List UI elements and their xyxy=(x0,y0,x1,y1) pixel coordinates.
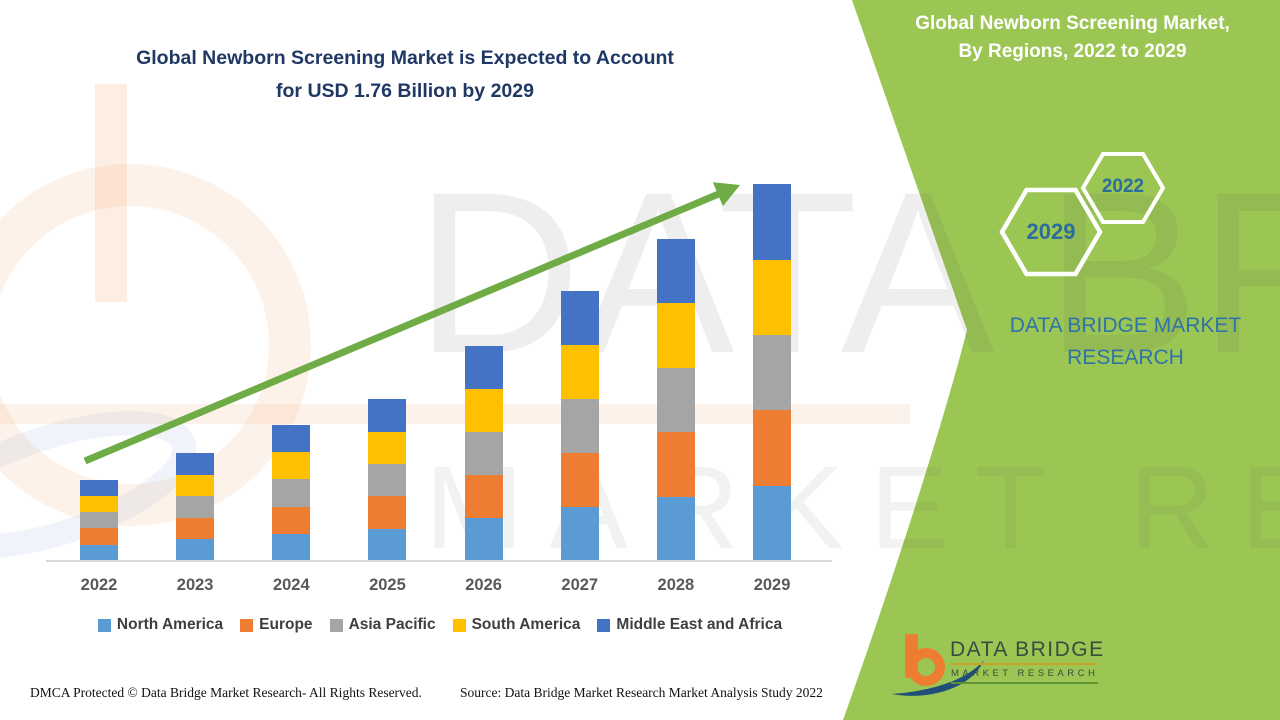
bar-segment-north-america xyxy=(560,507,599,561)
main-title: Global Newborn Screening Market is Expec… xyxy=(40,42,770,108)
bar-segment-south-america xyxy=(176,474,215,497)
bar-segment-asia-pacific xyxy=(753,335,792,411)
legend-item: South America xyxy=(452,616,581,634)
bar-segment-europe xyxy=(176,517,215,540)
bar-segment-asia-pacific xyxy=(368,464,407,497)
bar-segment-north-america xyxy=(176,539,215,561)
bar-segment-south-america xyxy=(464,388,503,432)
brand-name-line1: DATA BRIDGE MARKET xyxy=(1009,314,1242,337)
footer-dmca-text: DMCA Protected © Data Bridge Market Rese… xyxy=(30,685,422,700)
legend-item: Middle East and Africa xyxy=(597,616,782,634)
footer-source-text: Source: Data Bridge Market Research Mark… xyxy=(460,685,823,700)
bar-segment-asia-pacific xyxy=(272,479,311,507)
bar-segment-south-america xyxy=(272,452,311,480)
bar-segment-asia-pacific xyxy=(560,399,599,454)
bar-segment-europe xyxy=(560,453,599,508)
x-axis-label: 2024 xyxy=(272,576,310,594)
bar-segment-middle-east-and-africa xyxy=(272,425,311,453)
legend-item: Asia Pacific xyxy=(329,616,436,634)
legend-swatch xyxy=(597,618,611,632)
bar-segment-europe xyxy=(656,432,695,497)
bar-segment-asia-pacific xyxy=(656,367,695,433)
hexagon-2029-label: 2029 xyxy=(1026,219,1076,244)
x-axis-label: 2025 xyxy=(369,576,406,594)
main-title-line1: Global Newborn Screening Market is Expec… xyxy=(136,47,674,69)
bar-segment-middle-east-and-africa xyxy=(176,452,215,475)
legend-swatch xyxy=(240,618,254,632)
footer-logo-gold-rule xyxy=(951,663,1098,665)
legend-swatch xyxy=(452,618,466,632)
bar-segment-europe xyxy=(464,474,503,518)
legend-swatch xyxy=(97,618,111,632)
x-axis-line xyxy=(46,560,832,562)
bar-segment-north-america xyxy=(656,496,695,561)
side-title-line2: By Regions, 2022 to 2029 xyxy=(958,41,1187,62)
bar-segment-asia-pacific xyxy=(176,496,215,518)
legend-swatch xyxy=(329,618,343,632)
bar-segment-middle-east-and-africa xyxy=(80,479,118,496)
x-axis-label: 2023 xyxy=(176,576,214,594)
bar-segment-south-america xyxy=(560,345,599,400)
brand-name-line2: RESEARCH xyxy=(1067,346,1184,369)
bar-segment-middle-east-and-africa xyxy=(464,345,503,389)
bar-segment-europe xyxy=(368,496,407,529)
footer-logo-title: DATA BRIDGE xyxy=(950,638,1105,661)
bar-segment-north-america xyxy=(272,533,311,561)
bar-segment-middle-east-and-africa xyxy=(560,291,599,346)
legend-label: Europe xyxy=(259,616,313,633)
x-axis-label: 2028 xyxy=(657,576,695,594)
footer-logo-subtitle: MARKET RESEARCH xyxy=(951,668,1099,679)
bar-segment-europe xyxy=(80,528,118,545)
x-axis-label: 2022 xyxy=(80,576,118,594)
hexagon-2022-label: 2022 xyxy=(1101,176,1145,197)
bar-segment-south-america xyxy=(80,495,118,513)
x-axis-label: 2026 xyxy=(465,576,502,594)
side-title: Global Newborn Screening Market, By Regi… xyxy=(880,10,1265,66)
legend-label: North America xyxy=(116,616,224,633)
legend-label: South America xyxy=(471,616,581,633)
legend-label: Asia Pacific xyxy=(348,616,436,633)
bar-segment-north-america xyxy=(368,528,407,561)
bar-segment-asia-pacific xyxy=(464,431,503,475)
x-axis-label: 2029 xyxy=(753,576,791,594)
footer-logo-mark xyxy=(892,634,984,696)
footer-logo-green-rule xyxy=(951,682,1098,684)
bar-segment-north-america xyxy=(753,485,792,561)
green-band xyxy=(843,0,1280,720)
bar-segment-south-america xyxy=(368,431,407,465)
bar-segment-south-america xyxy=(656,303,695,368)
side-title-line1: Global Newborn Screening Market, xyxy=(915,13,1230,34)
data-bridge-logo-icon xyxy=(892,634,984,696)
bar-segment-middle-east-and-africa xyxy=(368,399,407,432)
bar-segment-north-america xyxy=(80,544,118,561)
legend-item: Europe xyxy=(240,616,313,634)
x-axis-label: 2027 xyxy=(561,576,599,594)
legend-item: North America xyxy=(97,616,224,634)
legend: North America Europe Asia Pacific South Ame… xyxy=(40,616,840,634)
bar-segment-middle-east-and-africa xyxy=(753,184,792,260)
bar-segment-south-america xyxy=(753,259,792,335)
legend-label: Middle East and Africa xyxy=(616,616,783,633)
main-title-line2: for USD 1.76 Billion by 2029 xyxy=(276,80,534,102)
bar-segment-europe xyxy=(272,506,311,534)
bar-segment-europe xyxy=(753,410,792,486)
bar-segment-asia-pacific xyxy=(80,512,118,529)
brand-name: DATA BRIDGE MARKET RESEARCH xyxy=(978,310,1273,374)
bar-segment-middle-east-and-africa xyxy=(656,238,695,304)
bar-segment-north-america xyxy=(464,517,503,561)
